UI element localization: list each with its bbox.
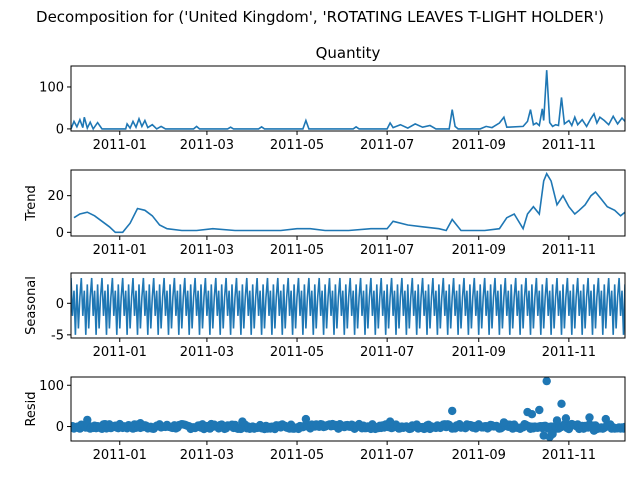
x-tick-label: 2011-07 — [360, 448, 414, 463]
x-tick-label: 2011-01 — [93, 345, 147, 360]
x-tick-label: 2011-03 — [180, 243, 234, 258]
y-tick-label: 100 — [39, 379, 64, 394]
x-tick-label: 2011-03 — [180, 448, 234, 463]
panel-4: 0 100 2011-01 2011-03 2011-05 2011-07 2011-09 2… — [24, 376, 626, 463]
y-tick-label: -5 — [51, 328, 64, 343]
resid-outlier-point — [499, 418, 509, 427]
x-tick-label: 2011-03 — [180, 345, 234, 360]
axes-title: Quantity — [316, 44, 381, 62]
seasonal-line — [71, 277, 625, 335]
plot-area — [71, 277, 625, 335]
x-tick-label: 2011-05 — [270, 243, 324, 258]
series-line — [71, 70, 625, 131]
resid-outlier-point — [535, 405, 544, 415]
resid-outlier-point — [548, 429, 557, 439]
x-tick-label: 2011-01 — [93, 243, 147, 258]
resid-outlier-point — [527, 410, 537, 419]
y-axis-label: Seasonal — [24, 276, 39, 335]
resid-outlier-point — [589, 426, 599, 435]
x-tick-label: 2011-09 — [452, 138, 506, 153]
resid-outlier-point — [585, 413, 594, 422]
x-tick-label: 2011-11 — [542, 448, 596, 463]
x-tick-label: 2011-05 — [270, 448, 324, 463]
x-tick-label: 2011-05 — [270, 138, 324, 153]
x-tick-label: 2011-07 — [360, 138, 414, 153]
resid-outlier-point — [542, 377, 551, 386]
panels: 0 100 2011-01 2011-03 2011-05 2011-07 2011-09 2… — [24, 44, 626, 463]
x-tick-label: 2011-07 — [360, 243, 414, 258]
y-axis-label: Resid — [24, 391, 39, 426]
x-tick-label: 2011-09 — [452, 448, 506, 463]
figure-suptitle: Decomposition for ('United Kingdom', 'RO… — [36, 8, 604, 26]
resid-outlier-point — [552, 416, 562, 425]
x-tick-label: 2011-01 — [93, 448, 147, 463]
resid-outlier-point — [83, 415, 92, 425]
resid-outlier-point — [601, 414, 610, 424]
axes-frame — [70, 272, 626, 339]
resid-outlier-point — [385, 417, 395, 426]
y-tick-label: 0 — [56, 122, 64, 137]
resid-outlier-point — [136, 419, 145, 428]
y-tick-label: 0 — [56, 226, 64, 241]
plot-area — [71, 377, 625, 441]
panel-2: 0 20 2011-01 2011-03 2011-05 2011-07 2011-09 20… — [24, 169, 626, 258]
resid-outlier-point — [557, 399, 566, 408]
x-tick-label: 2011-11 — [542, 345, 596, 360]
x-tick-label: 2011-09 — [452, 243, 506, 258]
axes-frame — [70, 376, 626, 442]
resid-outlier-point — [301, 414, 311, 424]
series-line — [73, 171, 625, 234]
x-tick-label: 2011-03 — [180, 138, 234, 153]
resid-point — [620, 422, 625, 432]
y-axis-label: Trend — [24, 185, 39, 222]
axes-frame — [70, 65, 626, 132]
plot-area — [71, 70, 625, 131]
y-tick-label: 0 — [56, 420, 64, 435]
panel-3: -5 0 2011-01 2011-03 2011-05 2011-07 2011-09 20… — [24, 272, 626, 360]
plot-area — [73, 171, 625, 234]
x-tick-label: 2011-11 — [542, 243, 596, 258]
y-tick-label: 0 — [56, 297, 64, 312]
x-tick-label: 2011-05 — [270, 345, 324, 360]
resid-outlier-point — [561, 414, 571, 423]
y-tick-label: 100 — [39, 80, 64, 95]
y-tick-label: 20 — [47, 189, 64, 204]
x-tick-label: 2011-11 — [542, 138, 596, 153]
axes-frame — [70, 169, 626, 237]
x-tick-label: 2011-07 — [360, 345, 414, 360]
panel-1: 0 100 2011-01 2011-03 2011-05 2011-07 2011-09 2… — [39, 44, 626, 153]
x-tick-label: 2011-01 — [93, 138, 147, 153]
resid-outlier-point — [448, 406, 457, 416]
x-tick-label: 2011-09 — [452, 345, 506, 360]
resid-outlier-point — [238, 417, 247, 426]
